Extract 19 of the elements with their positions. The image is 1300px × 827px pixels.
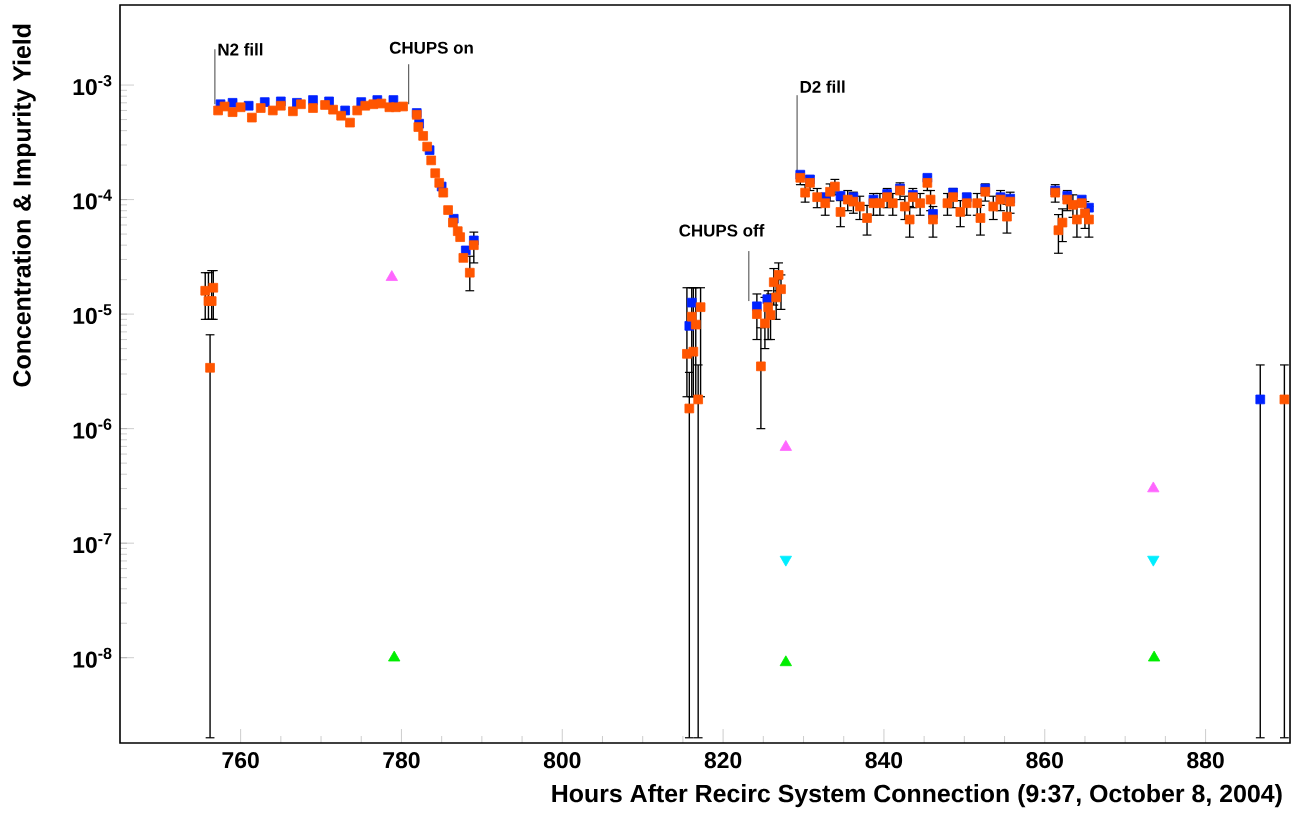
- annotation: N2 fill: [218, 43, 263, 56]
- x-axis-title: Hours After Recirc System Connection (9:37, October 8, 2004): [552, 784, 1282, 808]
- x-tick-label: 820: [704, 752, 742, 769]
- x-tick-label: 860: [1026, 752, 1063, 769]
- y-tick-label: 10$^{-8}$: [73, 647, 112, 668]
- x-tick-label: 840: [865, 752, 903, 769]
- annotation: CHUPS on: [389, 41, 473, 54]
- x-tick-label: 760: [222, 752, 259, 769]
- annotation: D2 fill: [800, 80, 845, 93]
- y-tick-label: 10$^{-5}$: [73, 304, 112, 325]
- y-tick-label: 10$^{-4}$: [73, 189, 112, 210]
- y-tick-label: 10$^{-7}$: [73, 533, 112, 554]
- annotation: CHUPS off: [679, 224, 765, 237]
- x-tick-label: 800: [543, 752, 581, 769]
- x-tick-label: 880: [1187, 752, 1224, 769]
- y-tick-label: 10$^{-6}$: [73, 418, 112, 439]
- y-tick-label: 10$^{-3}$: [73, 75, 112, 96]
- y-axis-title: Concentration & Impurity Yield: [12, 24, 36, 387]
- x-tick-label: 780: [383, 752, 420, 769]
